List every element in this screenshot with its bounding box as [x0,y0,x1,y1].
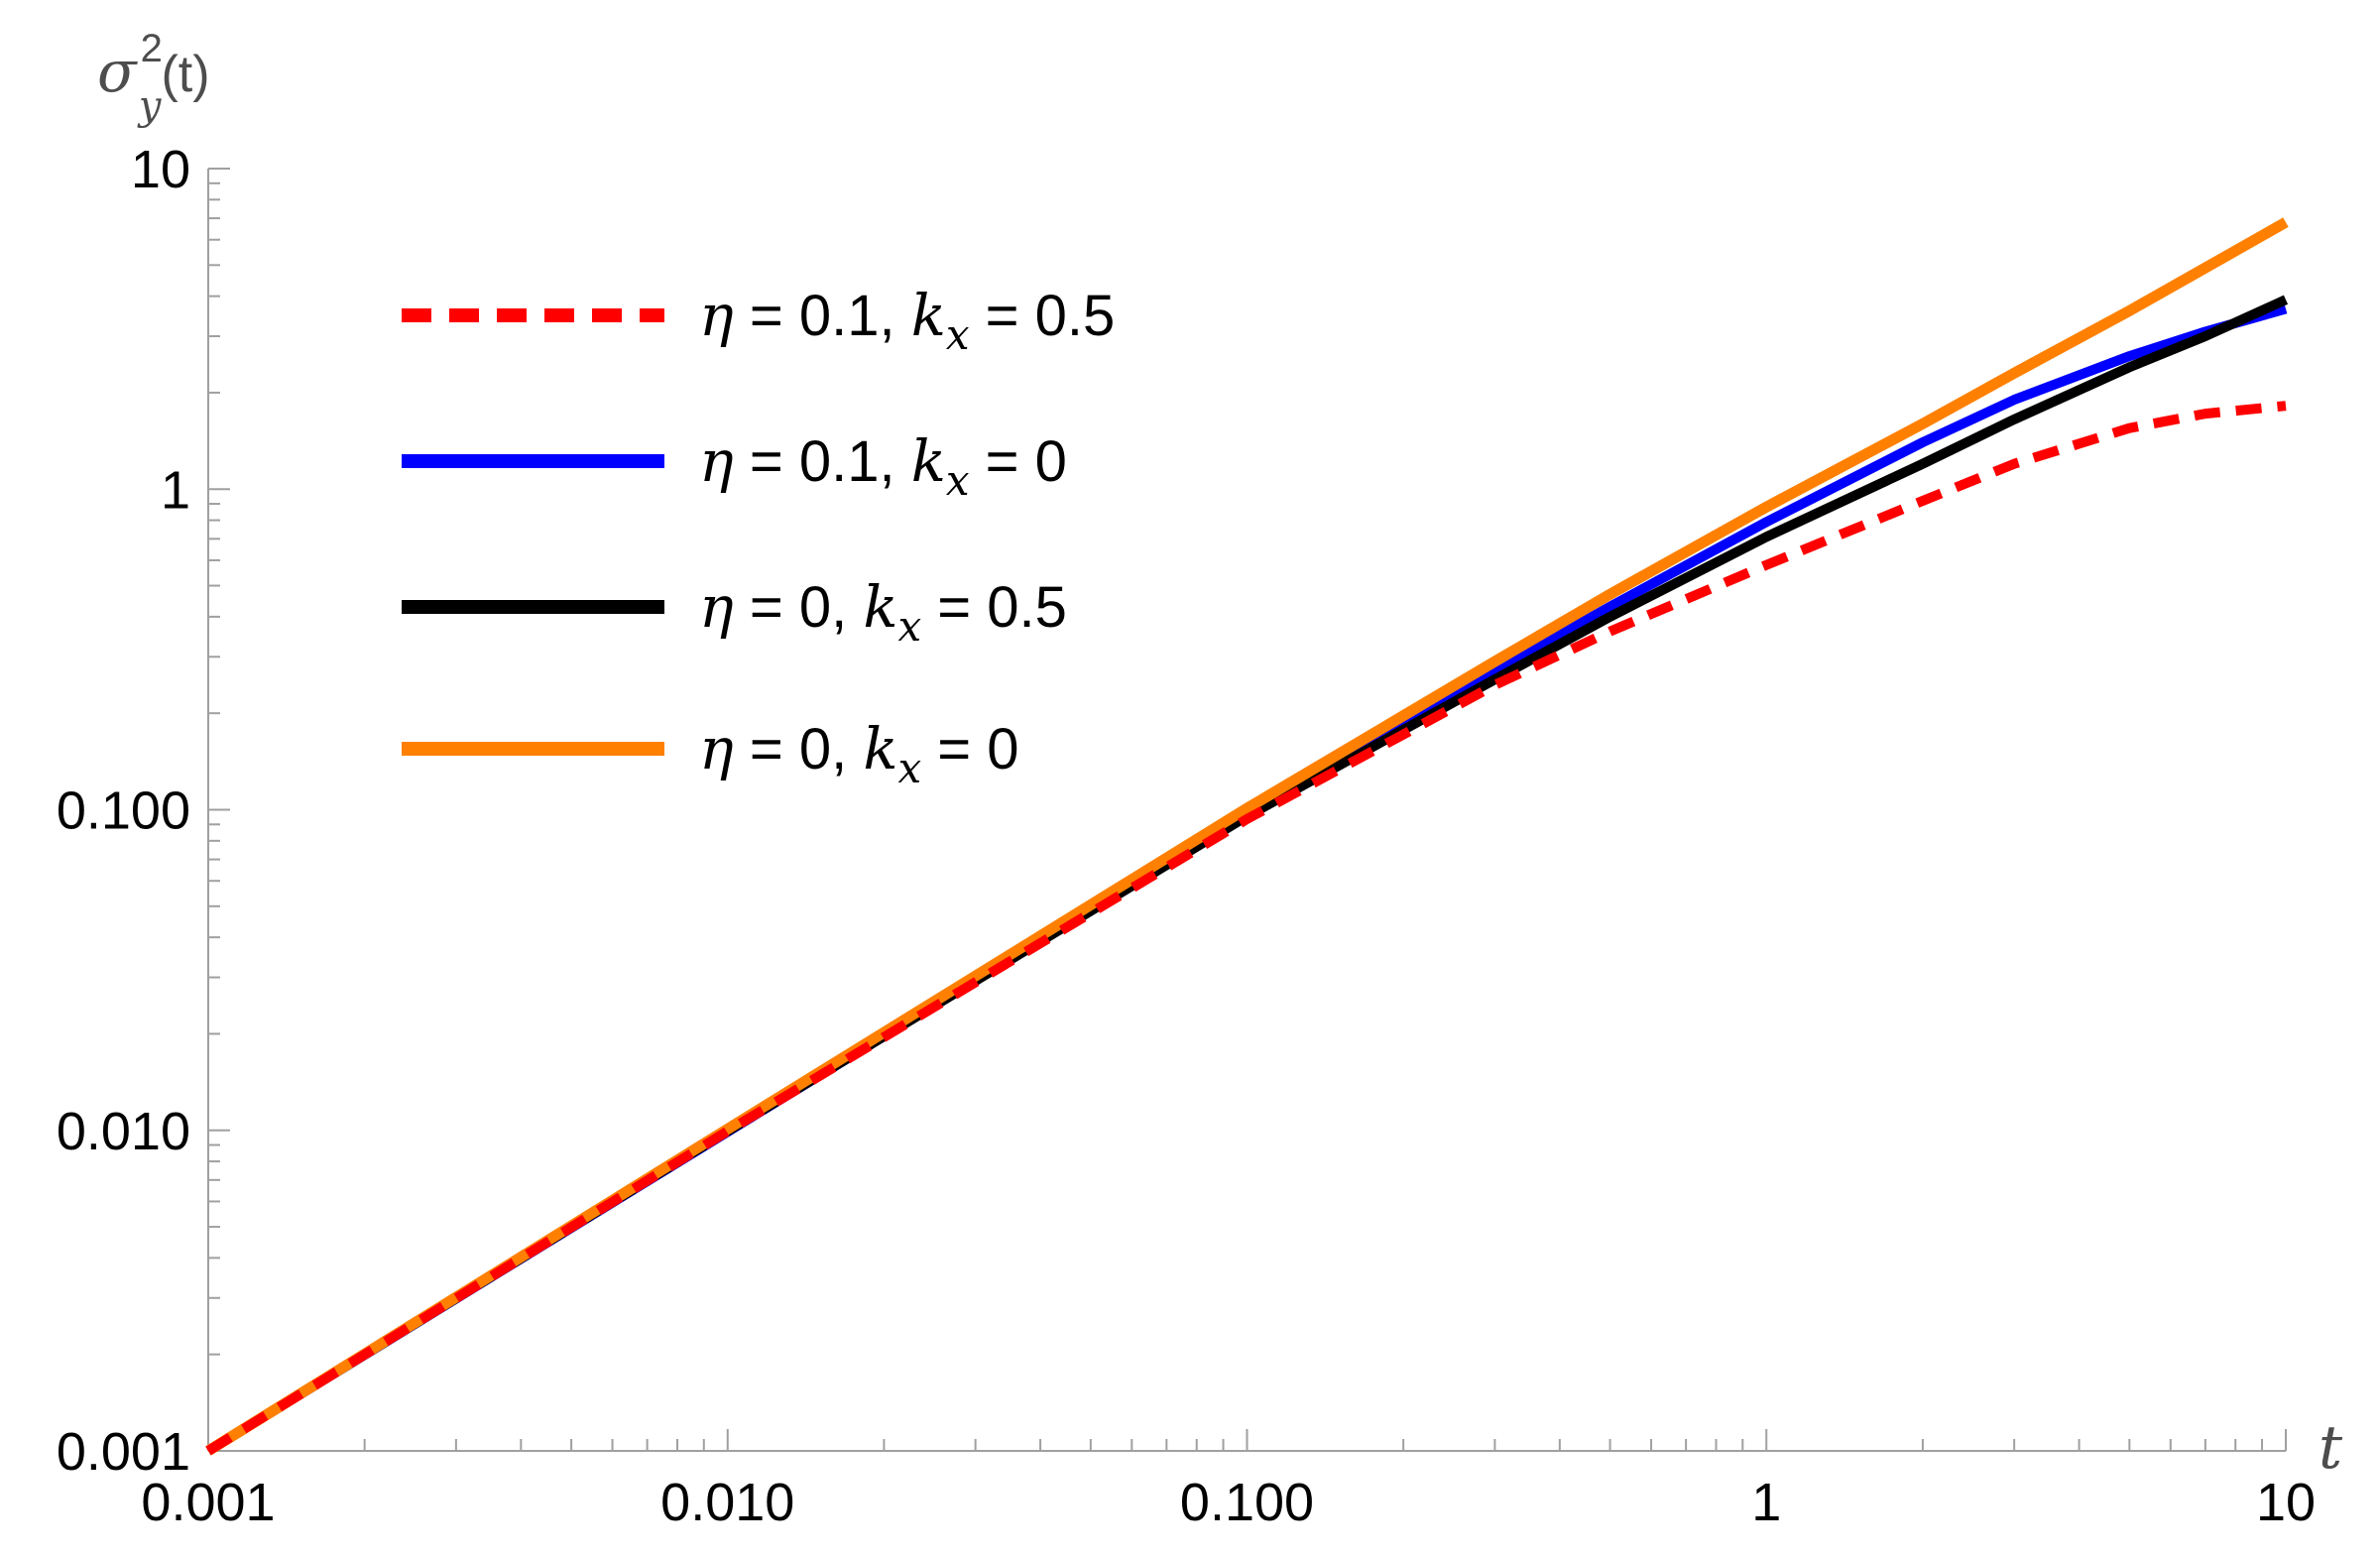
y-tick-label: 10 [131,140,190,199]
legend-label-3: η = 0, kx = 0 [699,715,1019,792]
y-tick-label: 0.100 [57,781,190,841]
legend-label-1: η = 0.1, kx = 0 [699,427,1067,505]
series-line-3 [205,217,2289,1456]
y-tick-label: 0.001 [57,1422,190,1482]
y-axis-title: σ 2 y(t) [97,27,210,129]
x-tick-label: 0.010 [660,1473,794,1532]
x-axis-title: t [2319,1413,2343,1483]
axis-titles: σ 2 y(t) t [97,27,2343,1483]
y-tick-label: 0.010 [57,1102,190,1161]
legend-label-2: η = 0, kx = 0.5 [699,573,1067,651]
x-tick-label: 10 [2256,1473,2316,1532]
legend-label-0: η = 0.1, kx = 0.5 [699,282,1115,359]
x-tick-label: 0.100 [1180,1473,1314,1532]
series-line-2 [205,295,2289,1456]
y-tick-label: 1 [161,460,190,520]
legend: η = 0.1, kx = 0.5 η = 0.1, kx = 0 η = 0, k… [402,282,1115,792]
series-line-0 [205,401,2287,1456]
x-tick-label: 0.001 [141,1473,275,1532]
x-tick-label: 1 [1751,1473,1781,1532]
series-layer [205,217,2289,1456]
axes: 0.001 0.010 0.100 1 10 0.001 0.010 0.100 1 10 [57,140,2316,1532]
